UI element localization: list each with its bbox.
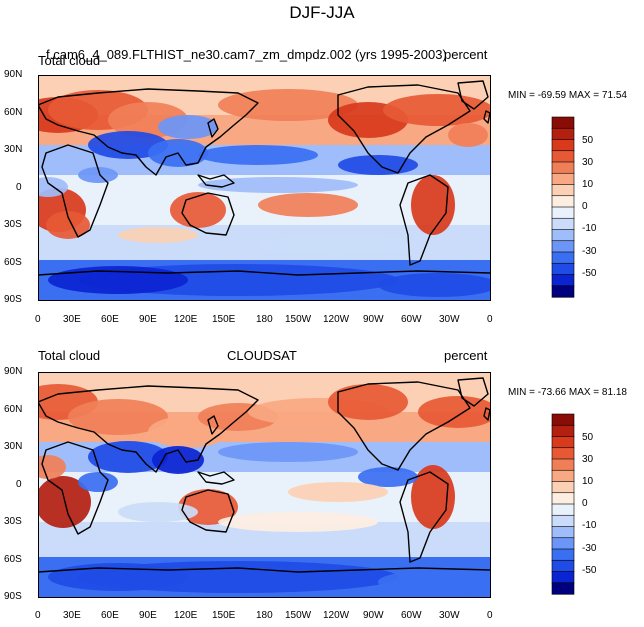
panel1-lon-label: 180 (256, 314, 273, 325)
panel1-min-max: MIN = -69.59 MAX = 71.54 (508, 90, 627, 101)
panel1-lat-label: 0 (16, 182, 22, 193)
panel1-lon-label: 30E (63, 314, 81, 325)
colorbar-swatch (551, 559, 575, 573)
panel1-lon-label: 150E (212, 314, 236, 325)
panel1-colorbar-label: 50 (582, 135, 594, 146)
colorbar-swatch (551, 127, 575, 141)
colorbar-swatch (551, 285, 575, 298)
panel2-left-title: Total cloud (38, 348, 101, 363)
colorbar-swatch (551, 436, 575, 449)
colorbar-swatch (551, 458, 575, 471)
panel2-lat-label: 60N (4, 404, 23, 415)
colorbar-swatch (551, 447, 575, 460)
panel2-lon-label: 60W (401, 610, 422, 621)
colorbar-swatch (551, 514, 575, 528)
colorbar-swatch (551, 481, 575, 494)
panel1-colorbar-label: 30 (582, 157, 594, 168)
panel2-colorbar (551, 413, 575, 595)
panel1-lon-label: 120E (174, 314, 198, 325)
colorbar-swatch (551, 240, 575, 253)
colorbar-swatch (551, 537, 575, 550)
colorbar-swatch (551, 582, 575, 595)
colorbar-swatch (551, 262, 575, 276)
colorbar-swatch (551, 548, 575, 561)
colorbar-swatch (551, 251, 575, 264)
panel2-center-title: CLOUDSAT (227, 348, 297, 363)
colorbar-swatch (551, 206, 575, 219)
colorbar-swatch (551, 571, 575, 584)
panel1-lat-label: 30S (4, 219, 22, 230)
panel2-lon-label: 30E (63, 610, 81, 621)
panel1-colorbar-label: 10 (582, 179, 594, 190)
colorbar-swatch (551, 274, 575, 287)
panel2-colorbar-label: 10 (582, 476, 594, 487)
colorbar-swatch (551, 150, 575, 163)
colorbar-swatch (551, 139, 575, 152)
colorbar-swatch (551, 492, 575, 505)
panel2-lon-label: 90W (363, 610, 384, 621)
colorbar-swatch (551, 195, 575, 208)
panel2-lon-label: 0 (35, 610, 41, 621)
figure-title: DJF-JJA (289, 3, 355, 22)
panel2-lon-label: 120W (323, 610, 350, 621)
panel2-colorbar-label: 0 (582, 498, 588, 509)
panel1-colorbar-label: -10 (582, 223, 597, 234)
panel2-colorbar-label: -10 (582, 520, 597, 531)
colorbar-swatch (551, 172, 575, 186)
panel1-right-title: percent (444, 47, 488, 62)
panel1-lat-label: 90N (4, 69, 23, 80)
panel1-lat-label: 60N (4, 107, 23, 118)
colorbar-swatch (551, 116, 575, 129)
colorbar-swatch (551, 229, 575, 242)
panel2-lon-label: 180 (256, 610, 273, 621)
panel2-lon-label: 90E (139, 610, 157, 621)
panel2-lon-label: 150E (212, 610, 236, 621)
panel2-lon-label: 30W (439, 610, 460, 621)
colorbar-swatch (551, 424, 575, 438)
colorbar-swatch (551, 217, 575, 231)
panel1-lon-label: 60W (401, 314, 422, 325)
panel2-lat-label: 90N (4, 366, 23, 377)
panel2-lat-label: 30S (4, 516, 22, 527)
colorbar-swatch (551, 503, 575, 516)
panel1-lon-label: 0 (487, 314, 493, 325)
panel2-lat-label: 90S (4, 591, 22, 602)
panel1-lon-label: 0 (35, 314, 41, 325)
panel1-center-title: f.cam6_4_089.FLTHIST_ne30.cam7_zm_dmpdz.… (46, 47, 447, 62)
panel1-lat-label: 60S (4, 257, 22, 268)
panel1-map (38, 75, 491, 301)
panel1-lon-label: 120W (323, 314, 350, 325)
panel1-lon-label: 60E (101, 314, 119, 325)
panel1-lon-label: 90E (139, 314, 157, 325)
panel1-lon-label: 30W (439, 314, 460, 325)
colorbar-swatch (551, 184, 575, 197)
panel2-lat-label: 60S (4, 554, 22, 565)
panel1-left-title: Total cloud (38, 53, 101, 68)
panel2-lat-label: 0 (16, 479, 22, 490)
panel1-lon-label: 90W (363, 314, 384, 325)
panel2-colorbar-label: 30 (582, 454, 594, 465)
panel1-colorbar-label: -30 (582, 246, 597, 257)
panel2-lon-label: 60E (101, 610, 119, 621)
colorbar-swatch (551, 413, 575, 426)
panel1-colorbar-label: -50 (582, 268, 597, 279)
colorbar-swatch (551, 161, 575, 174)
panel2-colorbar-label: -50 (582, 565, 597, 576)
panel2-min-max: MIN = -73.66 MAX = 81.18 (508, 387, 627, 398)
panel2-right-title: percent (444, 348, 488, 363)
panel1-lat-label: 30N (4, 144, 23, 155)
panel1-colorbar-label: 0 (582, 201, 588, 212)
panel1-lat-label: 90S (4, 294, 22, 305)
panel2-lon-label: 120E (174, 610, 198, 621)
panel2-map (38, 372, 491, 598)
panel2-lon-label: 150W (285, 610, 312, 621)
panel1-lon-label: 150W (285, 314, 312, 325)
colorbar-swatch (551, 469, 575, 483)
panel2-colorbar-label: 50 (582, 432, 594, 443)
panel2-lon-label: 0 (487, 610, 493, 621)
colorbar-swatch (551, 526, 575, 539)
panel1-colorbar (551, 116, 575, 298)
panel2-colorbar-label: -30 (582, 543, 597, 554)
panel2-lat-label: 30N (4, 441, 23, 452)
